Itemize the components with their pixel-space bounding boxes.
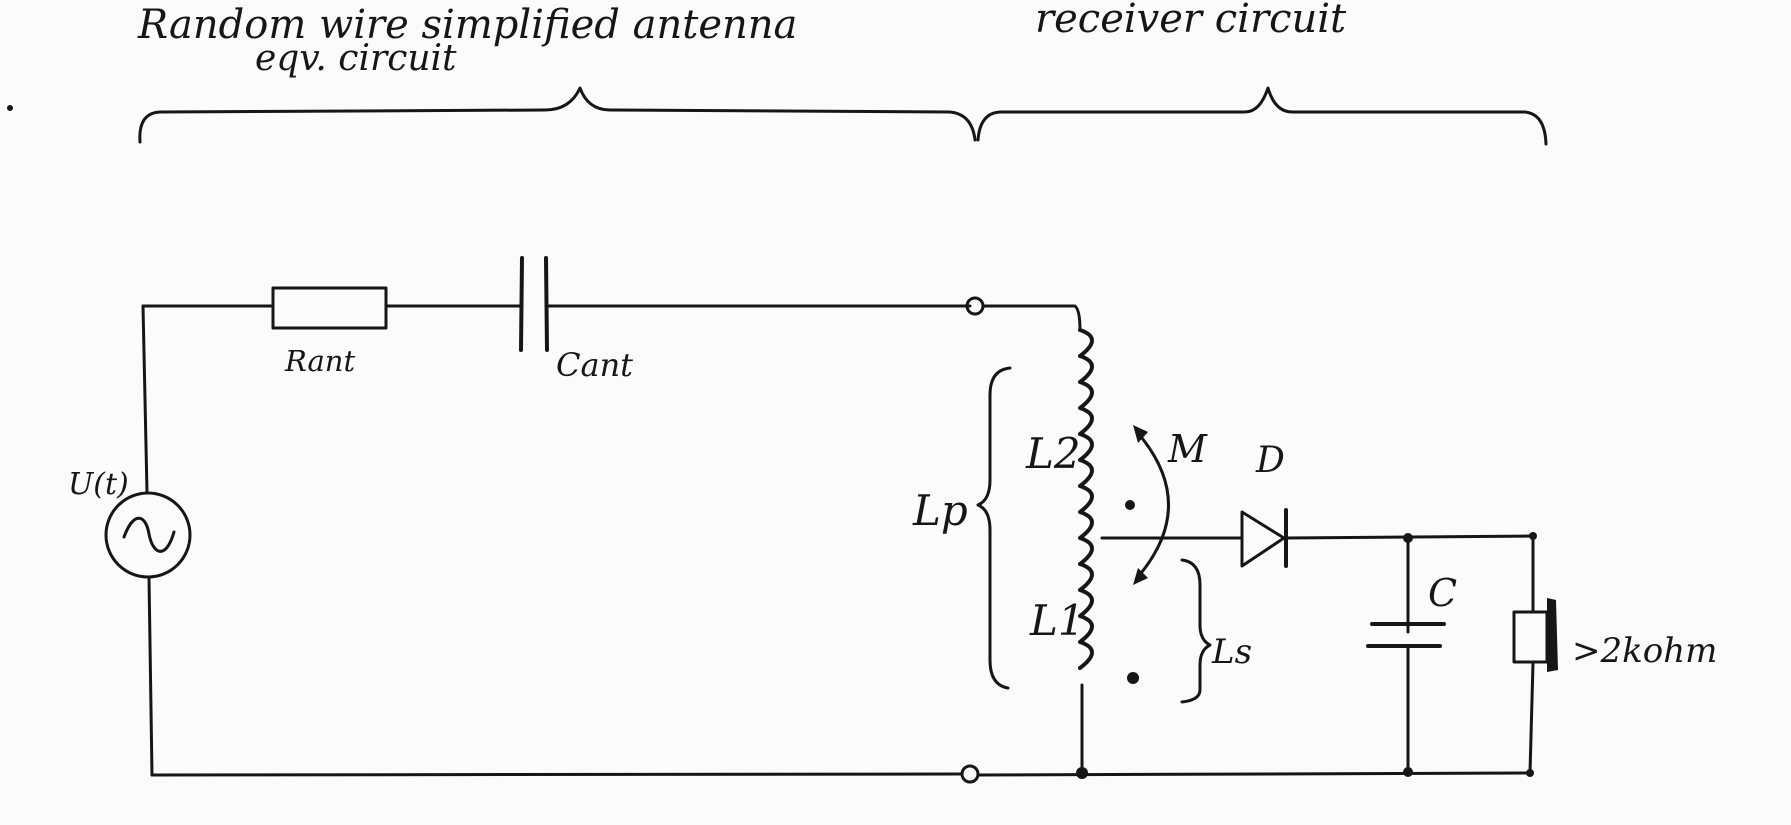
ls-brace <box>1180 558 1212 704</box>
polarity-dot-lower <box>1127 672 1139 684</box>
earpiece-body <box>1512 610 1549 664</box>
source-label: U(t) <box>68 467 129 502</box>
stray-dot <box>7 105 13 111</box>
diode-label: D <box>1255 440 1285 481</box>
l2-label: L2 <box>1025 429 1081 478</box>
inductor-coil <box>1078 328 1094 670</box>
lp-brace <box>976 366 1012 690</box>
diode-icon <box>1240 510 1286 568</box>
resistor-label: Rant <box>284 344 355 378</box>
load-label: >2kohm <box>1572 631 1717 671</box>
mutual-label: M <box>1167 427 1208 471</box>
receiver-section-brace <box>976 86 1548 146</box>
node-cap-top <box>1403 533 1413 543</box>
antenna-title-line1: Random wire simplified antenna <box>137 2 797 48</box>
terminal-bottom <box>960 764 980 784</box>
l1-label: L1 <box>1029 596 1085 645</box>
lp-label: Lp <box>912 486 968 535</box>
node-load-bottom <box>1526 769 1534 777</box>
earpiece-icon <box>1547 598 1558 672</box>
mutual-arrow-lower-icon <box>1133 568 1148 585</box>
node-cap-bottom <box>1403 767 1413 777</box>
resistor-rant <box>271 286 388 330</box>
polarity-dot-upper <box>1125 500 1135 510</box>
mutual-arc <box>1135 430 1170 580</box>
mutual-arrow-upper-icon <box>1133 425 1148 443</box>
antenna-title-line2: eqv. circuit <box>255 38 457 79</box>
capacitor-cant-label: Cant <box>556 346 633 384</box>
node-ground-coil <box>1076 767 1088 779</box>
antenna-wiring <box>141 304 972 777</box>
receiver-title: receiver circuit <box>1035 0 1347 42</box>
capacitor-cant <box>519 256 549 352</box>
antenna-section-brace <box>138 86 977 144</box>
receiver-wiring <box>976 304 1535 777</box>
ac-source <box>104 491 192 579</box>
sine-icon <box>122 516 176 553</box>
node-load-top <box>1529 532 1537 540</box>
capacitor-label: C <box>1428 571 1457 615</box>
ls-label: Ls <box>1211 632 1252 672</box>
